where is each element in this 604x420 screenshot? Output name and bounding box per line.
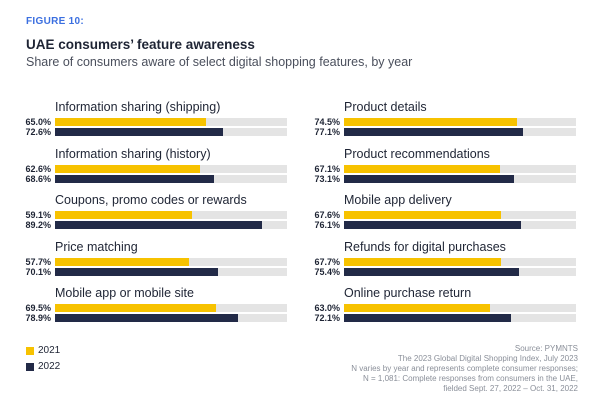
bar-track-mobile-app-delivery-2021 xyxy=(344,211,576,219)
bar-product-recommendations-2022 xyxy=(344,174,514,183)
category-label-product-recommendations: Product recommendations xyxy=(344,146,490,161)
data-label-mobile-app-delivery-2021: 67.6% xyxy=(314,210,340,220)
bar-information-sharing-history-2021 xyxy=(55,164,201,173)
data-label-product-details-2021: 74.5% xyxy=(314,117,340,127)
bar-price-matching-2021 xyxy=(55,257,189,266)
source-line: fielded Sept. 27, 2022 – Oct. 31, 2022 xyxy=(443,384,578,393)
bar-track-information-sharing-history-2022 xyxy=(55,174,287,183)
legend-label-2022: 2022 xyxy=(38,361,61,372)
category-label-mobile-app-or-mobile-site: Mobile app or mobile site xyxy=(55,286,194,300)
bar-mobile-app-or-mobile-site-2022 xyxy=(55,314,239,322)
bar-track-coupons-promo-codes-or-rewards-2022 xyxy=(55,221,287,229)
bar-coupons-promo-codes-or-rewards-2022 xyxy=(55,221,262,229)
legend-swatch-2021 xyxy=(26,347,34,355)
bar-information-sharing-history-2022 xyxy=(55,174,215,183)
data-label-online-purchase-return-2021: 63.0% xyxy=(314,303,340,313)
bar-online-purchase-return-2021 xyxy=(344,304,491,312)
source-line: Source: PYMNTS xyxy=(514,344,578,353)
data-label-information-sharing-history-2021: 62.6% xyxy=(25,163,51,174)
bar-track-product-details-2022 xyxy=(344,128,576,136)
bar-coupons-promo-codes-or-rewards-2021 xyxy=(55,211,193,219)
bar-track-coupons-promo-codes-or-rewards-2021 xyxy=(55,211,287,219)
bar-track-price-matching-2022 xyxy=(55,267,287,276)
source-line: N = 1,081: Complete responses from consu… xyxy=(363,374,578,383)
bar-track-product-details-2021 xyxy=(344,118,576,126)
data-label-information-sharing-shipping-2021: 65.0% xyxy=(25,117,51,127)
bar-track-online-purchase-return-2021 xyxy=(344,304,576,312)
bar-product-recommendations-2021 xyxy=(344,164,500,173)
bar-product-details-2021 xyxy=(344,118,517,126)
data-label-coupons-promo-codes-or-rewards-2021: 59.1% xyxy=(25,210,51,220)
source-note: Source: PYMNTS The 2023 Global Digital S… xyxy=(278,344,578,394)
source-line: N varies by year and represents complete… xyxy=(351,364,578,373)
category-label-information-sharing-shipping: Information sharing (shipping) xyxy=(55,100,221,114)
bar-track-refunds-for-digital-purchases-2021 xyxy=(344,257,576,266)
chart-subtitle: Share of consumers aware of select digit… xyxy=(26,55,413,69)
data-label-product-details-2022: 77.1% xyxy=(314,127,340,137)
bar-refunds-for-digital-purchases-2021 xyxy=(344,257,502,266)
bar-refunds-for-digital-purchases-2022 xyxy=(344,267,519,276)
category-label-product-details: Product details xyxy=(344,100,427,114)
category-label-information-sharing-history: Information sharing (history) xyxy=(55,146,211,161)
bar-price-matching-2022 xyxy=(55,267,218,276)
category-label-mobile-app-delivery: Mobile app delivery xyxy=(344,193,452,207)
bar-track-product-recommendations-2021 xyxy=(344,164,576,173)
bar-track-refunds-for-digital-purchases-2022 xyxy=(344,267,576,276)
data-label-product-recommendations-2021: 67.1% xyxy=(314,163,340,174)
bar-information-sharing-shipping-2022 xyxy=(55,128,224,136)
bar-mobile-app-delivery-2021 xyxy=(344,211,501,219)
data-label-mobile-app-or-mobile-site-2022: 78.9% xyxy=(25,313,51,323)
bar-track-information-sharing-shipping-2022 xyxy=(55,128,287,136)
data-label-mobile-app-or-mobile-site-2021: 69.5% xyxy=(25,303,51,313)
bar-online-purchase-return-2022 xyxy=(344,314,512,322)
bar-information-sharing-shipping-2021 xyxy=(55,118,206,126)
bar-track-price-matching-2021 xyxy=(55,257,287,266)
data-label-online-purchase-return-2022: 72.1% xyxy=(314,313,340,323)
data-label-mobile-app-delivery-2022: 76.1% xyxy=(314,220,340,230)
bar-track-online-purchase-return-2022 xyxy=(344,314,576,322)
bar-track-mobile-app-delivery-2022 xyxy=(344,221,576,229)
data-label-price-matching-2021: 57.7% xyxy=(25,256,51,267)
category-label-online-purchase-return: Online purchase return xyxy=(344,286,472,300)
data-label-information-sharing-shipping-2022: 72.6% xyxy=(25,127,51,137)
bar-track-product-recommendations-2022 xyxy=(344,174,576,183)
data-label-refunds-for-digital-purchases-2021: 67.7% xyxy=(314,256,340,267)
data-label-product-recommendations-2022: 73.1% xyxy=(314,173,340,184)
bar-product-details-2022 xyxy=(344,128,523,136)
source-line: The 2023 Global Digital Shopping Index, … xyxy=(397,354,578,363)
chart-title: UAE consumers’ feature awareness xyxy=(26,37,255,52)
category-label-price-matching: Price matching xyxy=(55,239,138,254)
bar-mobile-app-or-mobile-site-2021 xyxy=(55,304,217,312)
legend-swatch-2022 xyxy=(26,363,34,371)
bar-track-mobile-app-or-mobile-site-2022 xyxy=(55,314,287,322)
bar-mobile-app-delivery-2022 xyxy=(344,221,521,229)
data-label-price-matching-2022: 70.1% xyxy=(25,266,51,277)
bar-track-information-sharing-history-2021 xyxy=(55,164,287,173)
data-label-coupons-promo-codes-or-rewards-2022: 89.2% xyxy=(25,220,51,230)
category-label-refunds-for-digital-purchases: Refunds for digital purchases xyxy=(344,239,506,254)
bar-track-mobile-app-or-mobile-site-2021 xyxy=(55,304,287,312)
figure-label: FIGURE 10: xyxy=(26,16,85,27)
category-label-coupons-promo-codes-or-rewards: Coupons, promo codes or rewards xyxy=(55,193,247,207)
legend-label-2021: 2021 xyxy=(38,345,61,356)
data-label-information-sharing-history-2022: 68.6% xyxy=(25,173,51,184)
bar-track-information-sharing-shipping-2021 xyxy=(55,118,287,126)
data-label-refunds-for-digital-purchases-2022: 75.4% xyxy=(314,266,340,277)
